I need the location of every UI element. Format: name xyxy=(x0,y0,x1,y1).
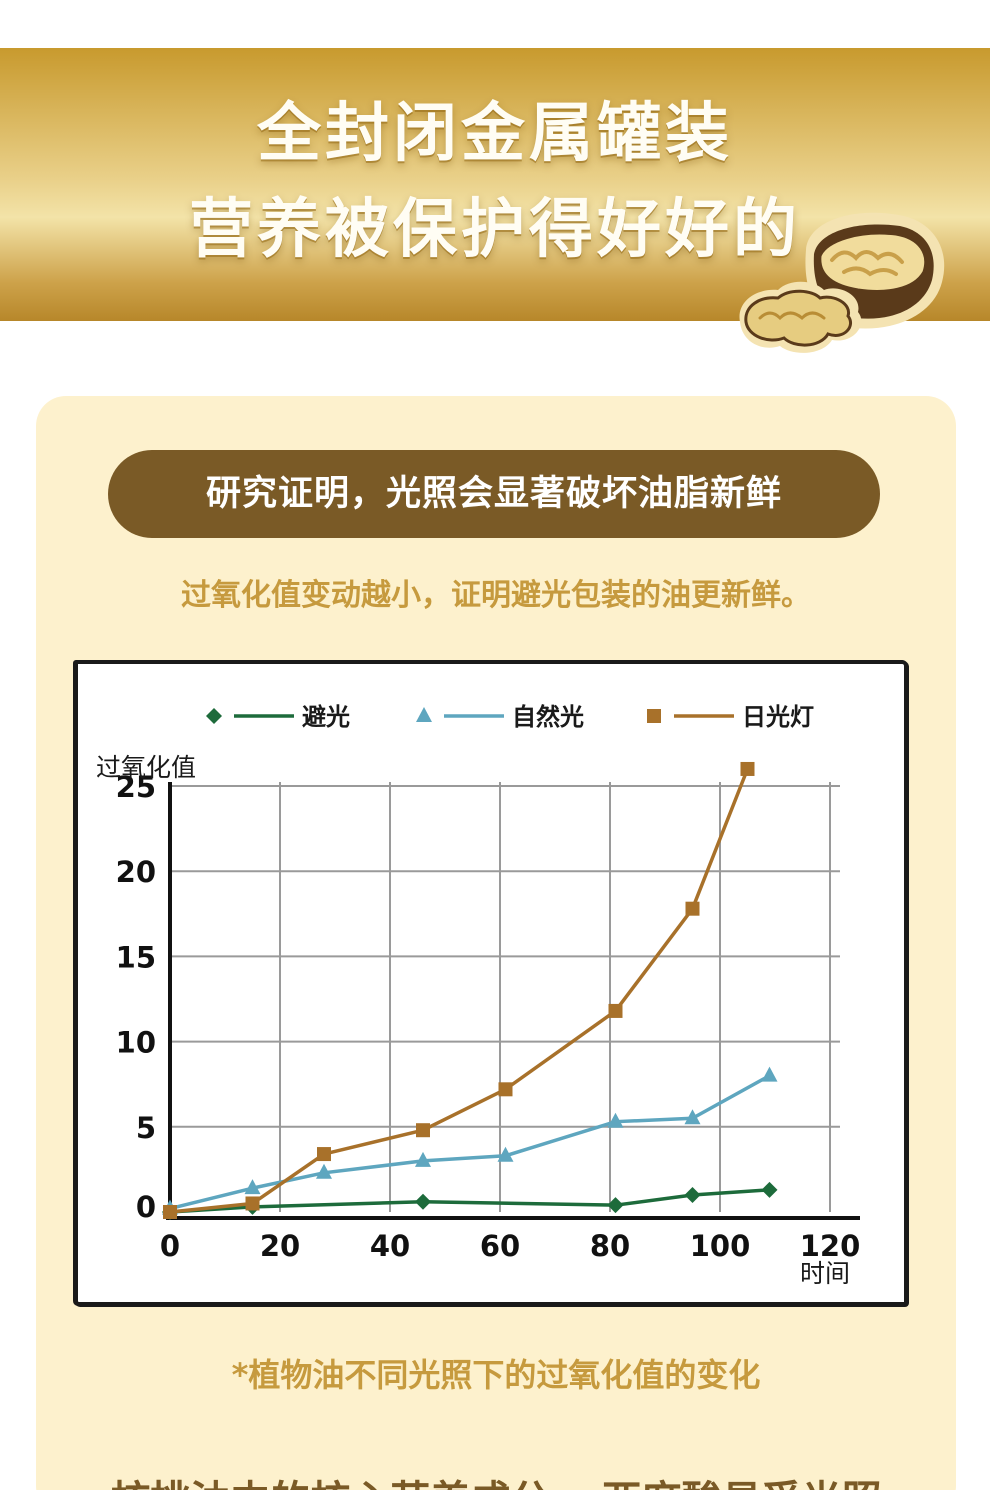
research-title-pill: 研究证明，光照会显著破坏油脂新鲜 xyxy=(108,450,880,538)
data-point-2 xyxy=(740,761,755,776)
data-point-1 xyxy=(607,1112,624,1128)
data-point-1 xyxy=(415,1151,431,1167)
walnut-illustration xyxy=(739,212,945,353)
data-point-2 xyxy=(416,1123,430,1138)
data-point-0 xyxy=(761,1181,778,1198)
data-point-2 xyxy=(163,1205,177,1219)
y-tick-label: 25 xyxy=(116,770,156,804)
data-point-2 xyxy=(685,901,700,916)
data-point-0 xyxy=(684,1186,701,1203)
data-point-1 xyxy=(497,1146,514,1162)
chart-caption: *植物油不同光照下的过氧化值的变化 xyxy=(231,1356,761,1394)
legend-marker-2 xyxy=(647,709,661,723)
data-point-1 xyxy=(684,1109,701,1125)
data-point-2 xyxy=(608,1003,623,1018)
y-tick-label: 10 xyxy=(116,1026,156,1060)
y-tick-label: 15 xyxy=(116,940,156,974)
x-tick-label: 20 xyxy=(260,1229,300,1263)
data-point-0 xyxy=(607,1197,624,1214)
y-axis-title: 过氧化值 xyxy=(96,753,196,782)
legend-label-1: 自然光 xyxy=(512,703,584,731)
legend-label-2: 日光灯 xyxy=(742,703,814,731)
legend-marker-0 xyxy=(206,708,222,724)
legend-marker-1 xyxy=(416,707,432,722)
y-tick-label: 20 xyxy=(116,855,156,889)
data-point-2 xyxy=(498,1082,513,1097)
x-tick-label: 120 xyxy=(800,1229,861,1263)
data-point-2 xyxy=(317,1147,331,1162)
x-tick-label: 80 xyxy=(590,1229,630,1263)
research-subtitle: 过氧化值变动越小，证明避光包装的油更新鲜。 xyxy=(181,578,811,613)
banner-title-line-1: 全封闭金属罐装 xyxy=(257,97,733,171)
series-line-0 xyxy=(169,1188,770,1214)
banner-title-line-2: 营养被保护得好好的 xyxy=(189,193,801,267)
x-tick-label: 40 xyxy=(370,1229,410,1263)
series-line-2 xyxy=(169,768,750,1214)
x-tick-label: 0 xyxy=(160,1229,180,1263)
x-tick-label: 60 xyxy=(480,1229,520,1263)
data-point-2 xyxy=(245,1196,260,1211)
data-point-1 xyxy=(244,1179,261,1195)
x-tick-label: 100 xyxy=(690,1229,751,1263)
legend-label-0: 避光 xyxy=(302,703,350,731)
bottom-heading: 核桃油中的核心营养成分ω-亚麻酸易受光照 xyxy=(36,1468,956,1490)
y-tick-label: 0 xyxy=(136,1190,156,1224)
x-axis-title: 时间 xyxy=(800,1259,850,1288)
data-point-1 xyxy=(316,1163,332,1179)
series-line-1 xyxy=(169,1074,771,1211)
data-point-1 xyxy=(761,1066,778,1082)
y-tick-label: 5 xyxy=(136,1111,156,1145)
data-point-0 xyxy=(415,1193,431,1210)
